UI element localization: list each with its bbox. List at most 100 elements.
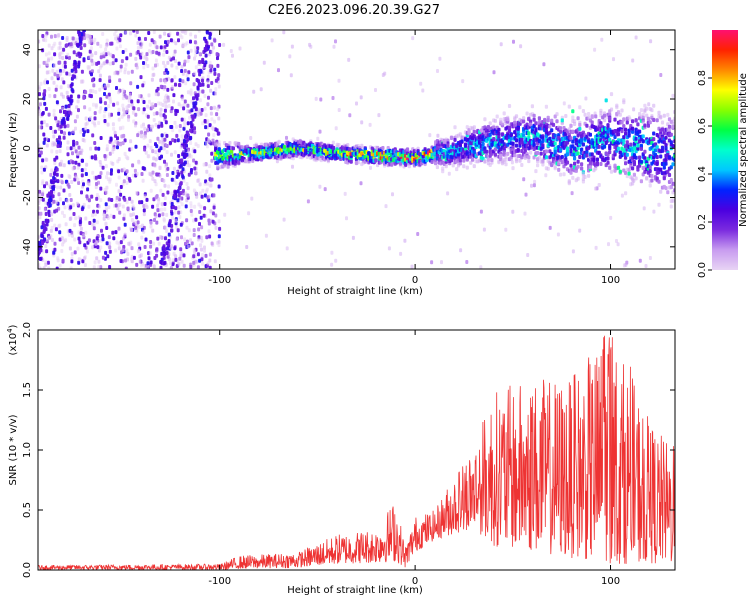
spectrogram-cell [200, 108, 204, 112]
spectrogram-cell [39, 257, 42, 261]
spectrogram-cell [217, 243, 221, 248]
spectrogram-cell [58, 135, 61, 140]
spectrogram-cell [553, 149, 557, 154]
spectrogram-cell [308, 42, 312, 47]
spectrogram-cell [178, 78, 182, 83]
spectrogram-cell [123, 232, 127, 237]
spectrogram-cell [78, 240, 82, 245]
spectrogram-cell [607, 242, 610, 247]
spectrogram-cell [47, 235, 51, 240]
spectrogram-cell [407, 164, 411, 169]
spectrogram-cell [119, 192, 123, 197]
spectrogram-cell [188, 115, 192, 120]
spectrogram-cell [148, 139, 152, 144]
spectrogram-cell [603, 118, 607, 123]
spectrogram-cell [196, 144, 200, 148]
spectrogram-cell [644, 264, 648, 268]
snr-ylabel: SNR (10 * v/v) [8, 414, 19, 485]
spectrogram-cell [102, 216, 106, 221]
spectrogram-cell [104, 250, 108, 255]
spectrogram-cell [199, 191, 202, 196]
spectrogram-cell [137, 242, 141, 247]
spectrogram-cell [631, 58, 635, 63]
spectrogram-cell [216, 131, 220, 136]
spectrogram-cell [154, 142, 157, 147]
spectrogram-cell [84, 122, 88, 127]
spectrogram-cell [203, 46, 207, 51]
spectrogram-cell [62, 201, 65, 206]
spectrogram-cell [347, 57, 351, 62]
spectrogram-cell [154, 92, 158, 97]
spectrogram-cell [44, 200, 48, 205]
spectrogram-cell [636, 146, 640, 151]
spectrogram-cell [77, 60, 81, 65]
spectrogram-cell [277, 68, 280, 73]
spectrogram-cell [345, 216, 348, 221]
spectrogram-cell [571, 129, 575, 134]
spectrogram-cell [285, 246, 289, 251]
spectrogram-cell [210, 117, 214, 122]
spectrogram-cell [173, 138, 177, 143]
spectrogram-cell [91, 170, 95, 175]
spectrogram-cell [213, 105, 216, 110]
spectrogram-cell [150, 125, 154, 130]
spectrogram-cell [39, 197, 43, 202]
spectrogram-cell [507, 129, 512, 134]
spectrogram-cell [42, 92, 46, 97]
spectrogram-cell [648, 169, 652, 173]
spectrogram-cell [178, 83, 182, 88]
spectrogram-cell [157, 200, 161, 205]
spectrogram-cell [91, 89, 95, 94]
spectrogram-cell [126, 108, 130, 113]
spectrogram-cell [669, 132, 673, 137]
spectrogram-cell [585, 153, 589, 158]
spectrogram-cell [211, 45, 215, 50]
spectrogram-cell [40, 225, 44, 230]
spectrogram-cell [48, 196, 52, 201]
spectrogram-cell [152, 264, 156, 269]
spectrogram-cell [240, 145, 244, 150]
spectrogram-cell [65, 38, 69, 42]
spectrogram-cell [79, 129, 83, 134]
spectrogram-cell [59, 185, 63, 190]
spectrogram-cell [53, 129, 57, 134]
spectrogram-cell [126, 206, 130, 211]
spectrogram-cell [80, 69, 84, 74]
spectrogram-cell [105, 226, 109, 230]
spectrogram-cell [534, 169, 538, 174]
spectrogram-cell [567, 180, 571, 185]
spectrogram-cell [618, 112, 622, 117]
spectrogram-cell [499, 42, 503, 47]
spectrogram-cell [123, 197, 127, 202]
spectrogram-cell [636, 143, 640, 148]
spectrogram-cell [492, 137, 496, 141]
spectrogram-cell [77, 236, 81, 241]
spectrogram-cell [216, 166, 220, 170]
spectrogram-cell [143, 55, 147, 60]
spectrogram-cell [42, 60, 46, 65]
spectrogram-cell [223, 164, 227, 168]
spectrogram-cell [186, 77, 190, 82]
spectrogram-cell [157, 213, 161, 218]
spectrogram-cell [108, 177, 112, 182]
spectrogram-cell [507, 126, 512, 130]
spectrogram-cell [500, 121, 505, 126]
spectrogram-cell [174, 41, 178, 46]
spectrogram-cell [204, 125, 208, 130]
spectrogram-cell [145, 197, 149, 202]
spectrogram-cell [666, 169, 670, 174]
spectrogram-cell [624, 191, 628, 196]
spectrogram-cell [215, 128, 219, 133]
spectrogram-cell [136, 50, 140, 54]
spectrogram-cell [213, 119, 216, 124]
spectrogram-cell [167, 104, 171, 108]
spectrogram-cell [65, 198, 69, 203]
spectrogram-cell [90, 58, 94, 63]
spectrogram-cell [38, 64, 41, 69]
spectrogram-cell [588, 165, 592, 170]
spectrogram-cell [81, 158, 84, 163]
spectrogram-cell [548, 124, 552, 129]
spectrogram-cell [118, 44, 122, 49]
